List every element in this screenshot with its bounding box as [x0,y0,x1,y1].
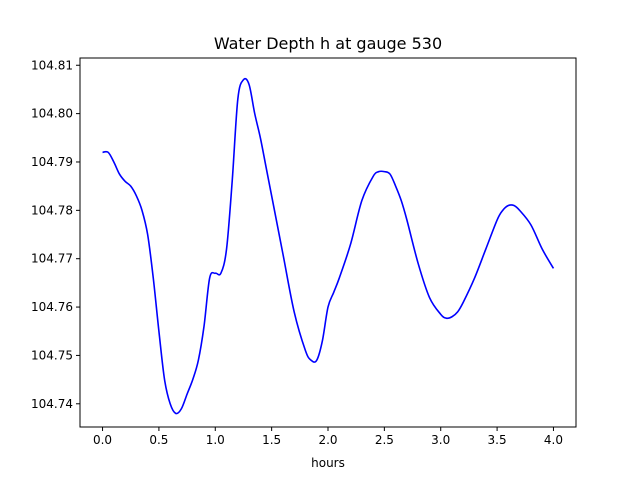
x-tick-label: 1.0 [206,433,225,447]
plot-area [102,77,555,415]
y-tick-label: 104.81 [31,58,73,72]
series-line-0 [102,77,555,415]
y-tick-label: 104.80 [31,107,73,121]
y-tick-label: 104.77 [31,252,73,266]
x-tick-label: 1.5 [262,433,281,447]
y-tick-label: 104.79 [31,155,73,169]
chart-title: Water Depth h at gauge 530 [214,34,442,53]
x-tick-label: 0.0 [93,433,112,447]
x-tick-label: 0.5 [149,433,168,447]
x-tick-label: 2.0 [318,433,337,447]
x-axis-label: hours [311,456,345,470]
x-tick-label: 3.5 [488,433,507,447]
y-tick-label: 104.78 [31,203,73,217]
y-tick-label: 104.75 [31,348,73,362]
x-tick-label: 4.0 [544,433,563,447]
axes: 0.0 0.5 1.0 1.5 2.0 2.5 3.0 3.5 4.0 104.74 104.75 1… [31,57,577,447]
x-tick-label: 3.0 [431,433,450,447]
y-tick-label: 104.74 [31,397,73,411]
y-tick-label: 104.76 [31,300,73,314]
x-tick-label: 2.5 [375,433,394,447]
